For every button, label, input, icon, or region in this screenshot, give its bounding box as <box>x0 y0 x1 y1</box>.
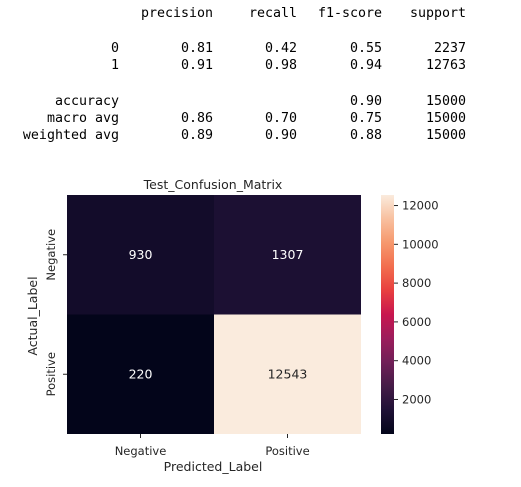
colorbar <box>381 195 394 434</box>
heatmap-cell <box>67 314 214 434</box>
row-0-f1: 0.55 <box>349 41 382 56</box>
cell-value-label: 220 <box>129 366 153 381</box>
row-label-0: 0 <box>110 41 119 56</box>
header-precision: precision <box>140 6 213 21</box>
classification-report: precision recall f1-score support 0 0.81… <box>0 0 521 160</box>
macro-avg-precision: 0.86 <box>180 111 213 126</box>
header-recall: recall <box>248 6 297 21</box>
macro-avg-recall: 0.70 <box>264 111 297 126</box>
row-label-1: 1 <box>110 58 119 73</box>
weighted-avg-precision: 0.89 <box>180 128 213 143</box>
accuracy-f1: 0.90 <box>349 94 382 109</box>
colorbar-tick-label: 10000 <box>402 237 439 251</box>
colorbar-tick-label: 2000 <box>402 392 431 406</box>
header-f1-score: f1-score <box>317 6 382 21</box>
weighted-avg-f1: 0.88 <box>349 128 382 143</box>
weighted-avg-support: 15000 <box>425 128 466 143</box>
row-0-support: 2237 <box>433 41 466 56</box>
accuracy-support: 15000 <box>425 94 466 109</box>
cell-value-label: 12543 <box>268 366 308 381</box>
weighted-avg-label: weighted avg <box>22 128 119 143</box>
cell-value-label: 930 <box>129 247 153 262</box>
x-axis-label: Predicted_Label <box>164 459 263 474</box>
row-1-f1: 0.94 <box>349 58 382 73</box>
colorbar-tick-label: 6000 <box>402 315 431 329</box>
y-axis-label: Actual_Label <box>25 276 40 355</box>
heatmap-cell <box>67 195 214 315</box>
accuracy-label: accuracy <box>54 94 119 109</box>
macro-avg-support: 15000 <box>425 111 466 126</box>
x-tick-label: Positive <box>265 444 309 458</box>
row-0-recall: 0.42 <box>264 41 297 56</box>
colorbar-tick-label: 12000 <box>402 199 439 213</box>
x-tick-label: Negative <box>115 444 167 458</box>
row-1-precision: 0.91 <box>180 58 213 73</box>
macro-avg-label: macro avg <box>46 111 119 126</box>
row-1-support: 12763 <box>425 58 466 73</box>
colorbar-tick-label: 4000 <box>402 354 431 368</box>
weighted-avg-recall: 0.90 <box>264 128 297 143</box>
heatmap-cell <box>214 195 361 315</box>
colorbar-tick-label: 8000 <box>402 276 431 290</box>
y-tick-label: Negative <box>44 229 58 281</box>
header-support: support <box>409 6 466 21</box>
row-1-recall: 0.98 <box>264 58 297 73</box>
heatmap-cell <box>214 314 361 434</box>
cell-value-label: 1307 <box>272 247 304 262</box>
row-0-precision: 0.81 <box>180 41 213 56</box>
y-tick-label: Positive <box>44 352 58 396</box>
chart-title: Test_Confusion_Matrix <box>143 177 283 192</box>
macro-avg-f1: 0.75 <box>349 111 382 126</box>
